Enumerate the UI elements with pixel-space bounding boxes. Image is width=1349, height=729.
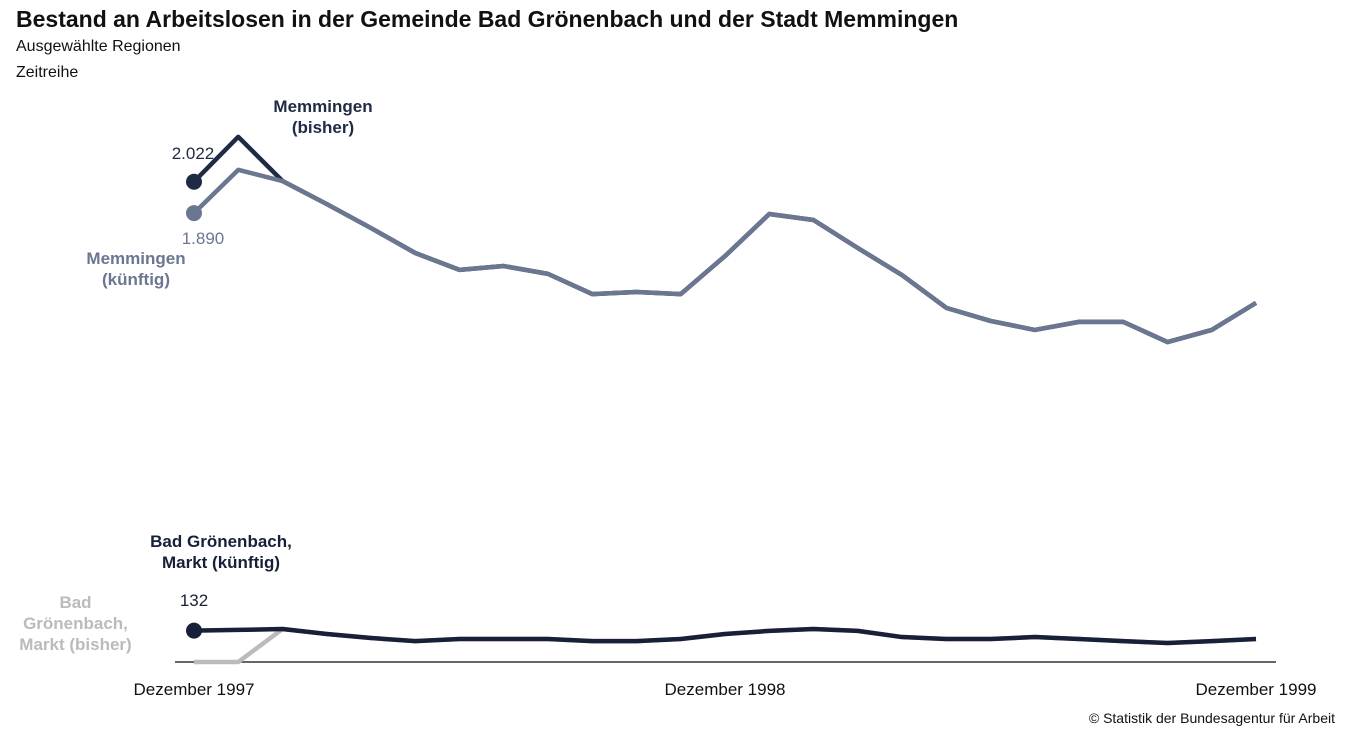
series-line [192, 134, 1258, 345]
chart-subtitle: Zeitreihe [16, 64, 79, 81]
series-label: Memmingen (bisher) [273, 97, 373, 137]
series-label: Bad Grönenbach, Markt (künftig) [150, 532, 292, 572]
value-label: 1.890 [182, 229, 225, 248]
point-marker [186, 173, 202, 190]
series-line [192, 167, 1258, 345]
x-tick-label: Dezember 1998 [665, 680, 786, 699]
point-marker [186, 622, 202, 639]
point-marker [186, 205, 202, 222]
x-tick-label: Dezember 1999 [1196, 680, 1317, 699]
chart-title: Bestand an Arbeitslosen in der Gemeinde … [16, 6, 959, 32]
series-line [193, 626, 1257, 646]
chart-subtitle: Ausgewählte Regionen [16, 38, 181, 55]
series-label: Memmingen (künftig) [86, 249, 186, 289]
value-label: 132 [180, 591, 208, 610]
value-label: 2.022 [172, 144, 215, 163]
source: © Statistik der Bundesagentur für Arbeit [1088, 710, 1335, 726]
x-tick-label: Dezember 1997 [134, 680, 255, 699]
series-label: Bad Grönenbach, Markt (bisher) [19, 593, 132, 654]
